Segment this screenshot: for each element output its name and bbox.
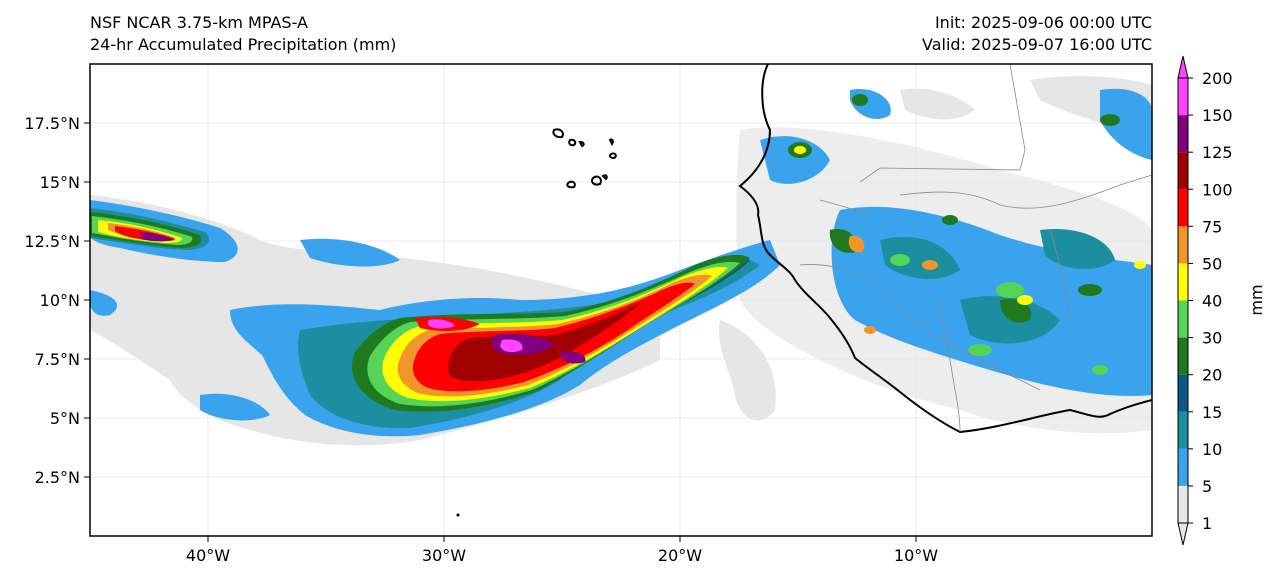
lon-tick-label: 40°W: [186, 546, 230, 565]
colorbar-tick-label: 40: [1202, 292, 1222, 311]
cape-verde-islands: [552, 128, 617, 189]
lon-tick-label: 20°W: [658, 546, 702, 565]
valid-time: Valid: 2025-09-07 16:00 UTC: [921, 35, 1152, 54]
colorbar-tick-label: 125: [1202, 143, 1233, 162]
model-name: NSF NCAR 3.75-km MPAS-A: [90, 13, 308, 32]
lat-tick-label: 10°N: [40, 291, 80, 310]
lon-tick-label: 30°W: [422, 546, 466, 565]
colorbar-tick-label: 200: [1202, 69, 1233, 88]
colorbar-swatch: [1178, 263, 1188, 301]
colorbar-swatch: [1178, 337, 1188, 375]
colorbar-tick-label: 150: [1202, 106, 1233, 125]
map-content: [90, 64, 1152, 536]
lat-tick-label: 12.5°N: [24, 232, 80, 251]
colorbar-tick-label: 5: [1202, 477, 1212, 496]
colorbar-label: mm: [1247, 284, 1266, 315]
colorbar-tick-label: 1: [1202, 514, 1212, 533]
colorbar-swatch: [1178, 485, 1188, 523]
colorbar-swatch: [1178, 448, 1188, 486]
lat-tick-label: 2.5°N: [35, 468, 80, 487]
lat-tick-label: 7.5°N: [35, 350, 80, 369]
colorbar-swatch: [1178, 78, 1188, 116]
colorbar-tick-label: 20: [1202, 366, 1222, 385]
island-dot: [456, 513, 460, 517]
country-borders: [799, 64, 1152, 433]
colorbar-swatch: [1178, 189, 1188, 227]
colorbar-tick-label: 75: [1202, 217, 1222, 236]
colorbar-tick-label: 50: [1202, 254, 1222, 273]
colorbar-tick-label: 30: [1202, 329, 1222, 348]
map-axes: 40°W 30°W 20°W 10°W 2.5°N 5°N 7.5°N 10°N 12.5°N 1…: [24, 114, 938, 565]
colorbar-min-extend: [1177, 522, 1189, 546]
model-title: NSF NCAR 3.75-km MPAS-A 24-hr Accumulate…: [90, 12, 396, 56]
lon-tick-label: 10°W: [894, 546, 938, 565]
colorbar-swatch: [1178, 226, 1188, 264]
colorbar-tick-label: 100: [1202, 180, 1233, 199]
time-info: Init: 2025-09-06 00:00 UTC Valid: 2025-0…: [922, 12, 1152, 56]
lat-tick-label: 5°N: [50, 409, 80, 428]
precip-cells-africa: [788, 94, 1146, 375]
colorbar-tick-label: 15: [1202, 403, 1222, 422]
field-name: 24-hr Accumulated Precipitation (mm): [90, 35, 397, 54]
colorbar-swatch: [1178, 300, 1188, 338]
coastline: [738, 64, 1152, 434]
colorbar-max-extend: [1177, 55, 1189, 79]
precip-purple-area: [140, 232, 586, 364]
colorbar-swatch: [1178, 374, 1188, 412]
colorbar-swatch: [1178, 115, 1188, 153]
lat-tick-label: 17.5°N: [24, 114, 80, 133]
lat-tick-label: 15°N: [40, 173, 80, 192]
colorbar-swatch: [1178, 152, 1188, 190]
init-time: Init: 2025-09-06 00:00 UTC: [934, 13, 1152, 32]
colorbar-swatch: [1178, 411, 1188, 449]
colorbar-tick-label: 10: [1202, 440, 1222, 459]
